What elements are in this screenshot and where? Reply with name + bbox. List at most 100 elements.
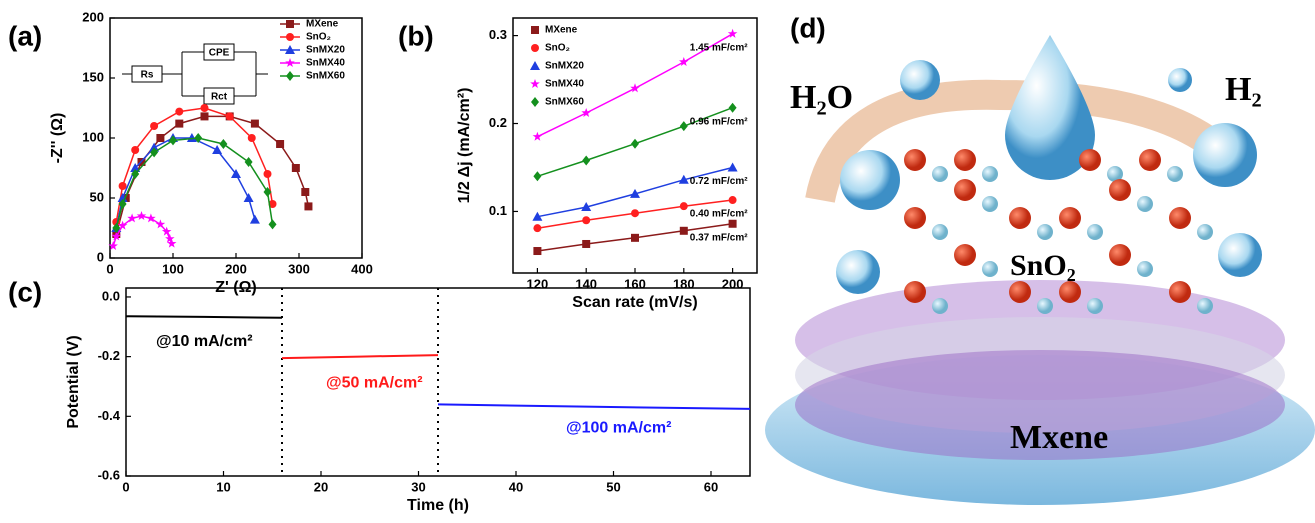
bubble (836, 250, 880, 294)
atom (954, 244, 976, 266)
marker (219, 139, 227, 149)
marker (631, 139, 639, 149)
marker (156, 134, 164, 142)
marker (226, 112, 234, 120)
y-tick-label: 0 (97, 249, 104, 264)
marker (250, 215, 260, 224)
marker (264, 170, 272, 178)
bubble (1168, 68, 1192, 92)
marker (131, 146, 139, 154)
x-tick-label: 140 (575, 276, 597, 291)
marker (630, 83, 640, 92)
marker (150, 122, 158, 130)
x-tick-label: 160 (624, 276, 646, 291)
x-tick-label: 180 (673, 276, 695, 291)
x-tick-label: 400 (351, 261, 373, 276)
marker (582, 216, 590, 224)
atom (982, 166, 998, 182)
x-tick-label: 50 (606, 479, 620, 494)
x-tick-label: 10 (216, 479, 230, 494)
atom (1139, 149, 1161, 171)
marker (729, 220, 737, 228)
circuit-label: Rs (141, 70, 154, 81)
atom (932, 166, 948, 182)
atom (982, 196, 998, 212)
legend-marker (286, 71, 294, 81)
legend-marker (531, 44, 539, 52)
legend-label: SnMX60 (306, 71, 345, 82)
legend-label: SnMX40 (545, 79, 584, 90)
y-axis-title: Potential (V) (65, 335, 82, 428)
atom (904, 207, 926, 229)
legend-marker (531, 26, 539, 34)
legend-label: SnMX40 (306, 58, 345, 69)
legend-marker (530, 61, 540, 70)
slope-label: 0.72 mF/cm² (690, 176, 748, 187)
marker (581, 108, 591, 117)
series-line (126, 316, 282, 318)
marker (244, 193, 254, 202)
marker (301, 188, 309, 196)
atom (954, 179, 976, 201)
legend-label: MXene (545, 25, 578, 36)
marker (292, 164, 300, 172)
legend-marker (530, 79, 540, 88)
x-tick-label: 300 (288, 261, 310, 276)
atom (1137, 261, 1153, 277)
illustration: H₂OH₂SnO₂Mxene(d) (765, 12, 1315, 505)
x-axis-title: Scan rate (mV/s) (572, 294, 697, 311)
marker (248, 134, 256, 142)
y-tick-label: 150 (82, 69, 104, 84)
atom (1087, 224, 1103, 240)
marker (729, 103, 737, 113)
atom (932, 224, 948, 240)
y-tick-label: 0.2 (489, 115, 507, 130)
slope-label: 0.37 mF/cm² (690, 232, 748, 243)
atom (932, 298, 948, 314)
y-tick-label: 200 (82, 9, 104, 24)
x-tick-label: 60 (704, 479, 718, 494)
marker (201, 104, 209, 112)
marker (582, 155, 590, 165)
marker (201, 112, 209, 120)
x-tick-label: 40 (509, 479, 523, 494)
legend-marker (285, 58, 295, 67)
atom (1167, 166, 1183, 182)
atom (1009, 207, 1031, 229)
atom (1037, 298, 1053, 314)
marker (175, 120, 183, 128)
x-tick-label: 100 (162, 261, 184, 276)
marker (680, 202, 688, 210)
atom (904, 281, 926, 303)
marker (533, 247, 541, 255)
marker (680, 227, 688, 235)
x-tick-label: 20 (314, 479, 328, 494)
atom (1037, 224, 1053, 240)
molecule-label: H₂ (1225, 71, 1262, 108)
atom (1197, 298, 1213, 314)
atom (1109, 244, 1131, 266)
series-line (113, 216, 172, 246)
y-tick-label: 0.1 (489, 203, 507, 218)
legend-marker (286, 33, 294, 41)
atom (1137, 196, 1153, 212)
marker (251, 120, 259, 128)
panel-label: (b) (398, 20, 434, 51)
marker (728, 162, 738, 171)
panel-label: (d) (790, 12, 826, 43)
material-label: Mxene (1010, 419, 1108, 456)
marker (631, 209, 639, 217)
legend-label: SnO₂ (306, 32, 331, 43)
y-tick-label: 0.3 (489, 27, 507, 42)
marker (276, 140, 284, 148)
atom (1009, 281, 1031, 303)
bubble (1218, 233, 1262, 277)
molecule-label: H₂O (790, 79, 853, 116)
marker (156, 219, 166, 228)
marker (533, 132, 543, 141)
atom (1197, 224, 1213, 240)
atom (1059, 207, 1081, 229)
x-tick-label: 120 (527, 276, 549, 291)
atom (954, 149, 976, 171)
x-tick-label: 200 (722, 276, 744, 291)
